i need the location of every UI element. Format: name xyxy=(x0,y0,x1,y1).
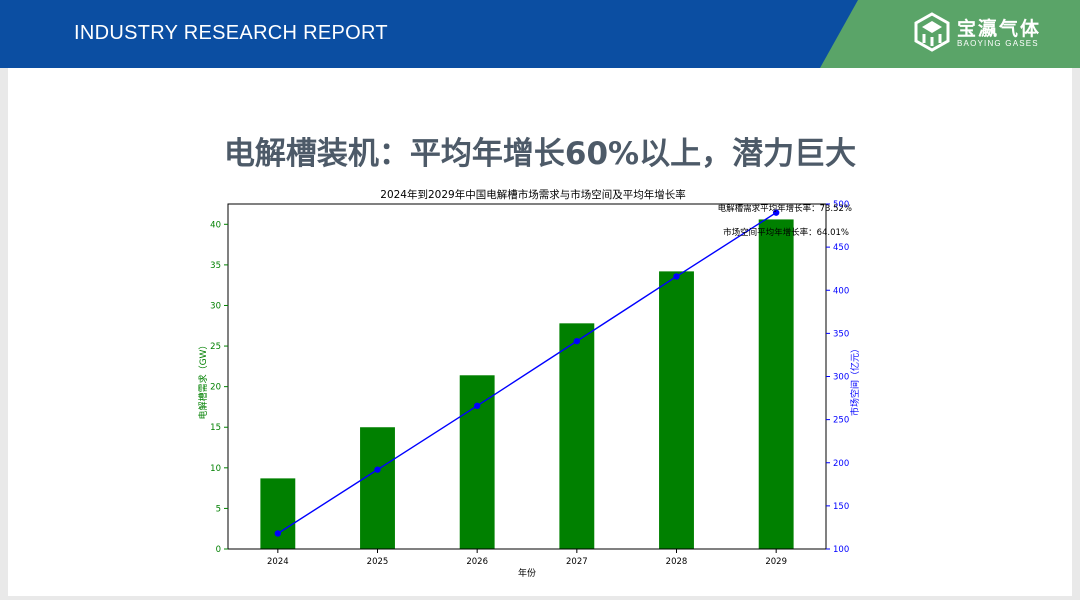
y-tick-label-15: 15 xyxy=(210,423,221,433)
y2-tick-label-150: 150 xyxy=(833,502,849,512)
y-tick-label-10: 10 xyxy=(210,464,221,474)
y2-tick-label-100: 100 xyxy=(833,545,849,555)
report-header-title: INDUSTRY RESEARCH REPORT xyxy=(74,22,388,44)
y-tick-label-5: 5 xyxy=(216,504,221,514)
slide-title: 电解槽装机：平均年增长60%以上，潜力巨大 xyxy=(223,136,857,172)
brand-subtitle: BAOYING GASES xyxy=(957,39,1039,48)
brand-panel xyxy=(820,0,1080,68)
bar-2026 xyxy=(459,375,495,549)
x-tick-label-2027: 2027 xyxy=(566,557,588,567)
bar-2025 xyxy=(360,427,395,549)
market-size-point-2028 xyxy=(673,273,680,280)
brand-name: 宝瀛气体 xyxy=(957,18,1042,40)
market-size-point-2024 xyxy=(274,530,282,537)
y-tick-label-0: 0 xyxy=(216,545,221,555)
bar-2028 xyxy=(659,271,694,549)
plot-area: 0510152025303540100150200250300350400450… xyxy=(210,200,849,567)
y-tick-label-35: 35 xyxy=(210,261,221,271)
bar-2027 xyxy=(559,323,595,549)
y-tick-label-30: 30 xyxy=(210,301,221,311)
market-size-point-2025 xyxy=(374,466,381,473)
annotation-market-growth: 市场空间平均年增长率：64.01% xyxy=(723,227,849,238)
x-tick-label-2024: 2024 xyxy=(267,557,289,567)
baoying-logo-icon xyxy=(914,12,950,52)
x-axis-label: 年份 xyxy=(518,567,536,579)
x-tick-label-2026: 2026 xyxy=(466,557,488,567)
slide-content-area xyxy=(8,68,1072,596)
x-tick-label-2029: 2029 xyxy=(765,557,787,567)
y2-tick-label-250: 250 xyxy=(833,416,849,426)
plot-frame xyxy=(227,203,827,550)
y-axis-label-right: 市场空间（亿元） xyxy=(849,344,861,416)
y2-tick-label-350: 350 xyxy=(833,329,849,339)
market-size-point-2029 xyxy=(772,209,780,216)
y2-tick-label-450: 450 xyxy=(833,243,849,253)
bar-2029 xyxy=(758,219,794,549)
y-tick-label-20: 20 xyxy=(210,383,221,393)
market-size-point-2027 xyxy=(573,337,581,345)
y2-tick-label-400: 400 xyxy=(833,286,849,296)
y-tick-label-40: 40 xyxy=(210,220,221,230)
chart-title: 2024年到2029年中国电解槽市场需求与市场空间及平均年增长率 xyxy=(380,188,685,201)
y-tick-label-25: 25 xyxy=(210,342,221,352)
y2-tick-label-500: 500 xyxy=(833,200,849,210)
y2-tick-label-300: 300 xyxy=(833,373,849,383)
bar-2024 xyxy=(260,478,296,549)
market-size-point-2026 xyxy=(473,402,481,410)
annotation-demand-growth: 电解槽需求平均年增长率：73.52% xyxy=(718,203,852,214)
y-axis-label-left: 电解槽需求（GW） xyxy=(197,341,209,420)
y2-tick-label-200: 200 xyxy=(833,459,849,469)
x-tick-label-2028: 2028 xyxy=(666,557,688,567)
x-tick-label-2025: 2025 xyxy=(367,557,389,567)
market-size-line xyxy=(277,212,777,535)
